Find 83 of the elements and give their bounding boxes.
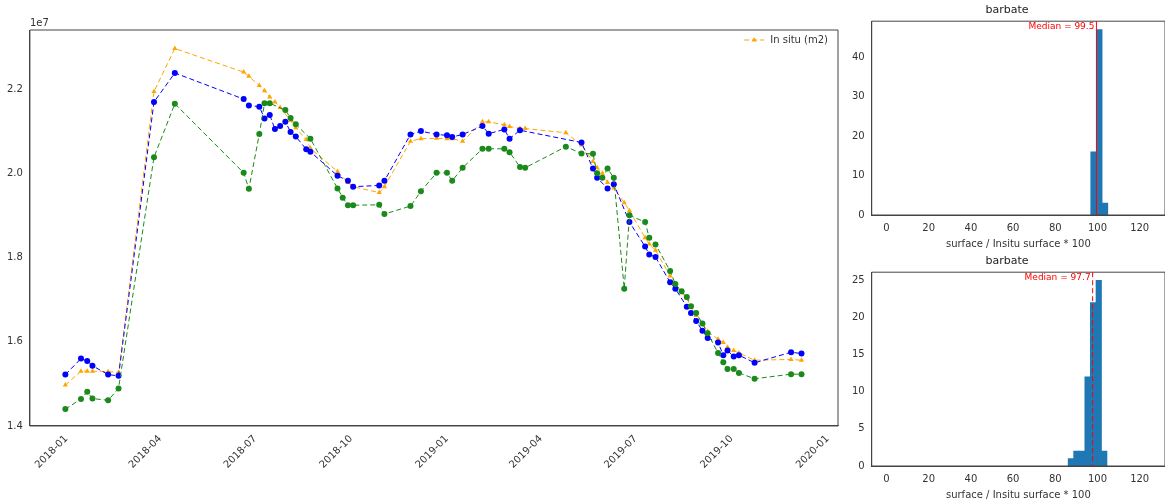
x-tick-label: 40 [964, 472, 978, 484]
point [282, 118, 289, 125]
point [287, 128, 294, 135]
point [485, 130, 492, 137]
x-tick-label: 100 [1087, 221, 1108, 233]
y-tick-label: 10 [851, 385, 865, 397]
point [245, 102, 252, 109]
x-tick-label: 120 [1130, 221, 1150, 233]
y-tick-label: 30 [851, 90, 865, 102]
point [724, 347, 731, 354]
ref-line-label: Median = 97.7 [1024, 272, 1091, 283]
point [266, 112, 273, 119]
x-tick-label: 100 [1087, 472, 1108, 484]
point [652, 254, 659, 261]
point [303, 146, 310, 153]
point [667, 279, 674, 286]
point [604, 185, 611, 192]
point [105, 371, 112, 378]
y-tick-label: 15 [851, 348, 865, 360]
y-tick-label: 40 [851, 50, 865, 62]
y-tick-label: 1.6 [7, 335, 23, 347]
point [646, 251, 653, 258]
point [150, 99, 157, 106]
point [277, 123, 284, 130]
text: 1e7 [29, 16, 49, 28]
x-tick-label: 0 [883, 472, 890, 484]
point [240, 96, 247, 103]
point [798, 350, 805, 357]
x-tick-label: 60 [1006, 221, 1020, 233]
point [292, 133, 299, 140]
x-axis-title: surface / Insitu surface * 100 [945, 237, 1091, 249]
x-tick-label: 60 [1006, 472, 1020, 484]
y-tick-label: 1.8 [7, 251, 23, 263]
point [417, 128, 424, 135]
point [715, 339, 722, 346]
point [479, 123, 486, 130]
point [433, 131, 440, 138]
ref-line-label: Median = 99.5 [1028, 21, 1095, 32]
x-tick-label: 20 [922, 472, 936, 484]
point [89, 362, 96, 369]
y-tick-label: 0 [858, 208, 865, 220]
point [642, 243, 649, 250]
point [381, 177, 388, 184]
point [171, 69, 178, 76]
y-tick-label: 10 [851, 169, 865, 181]
y-tick-label: 2.0 [7, 166, 23, 178]
point [751, 359, 758, 366]
x-tick-label: 20 [922, 221, 936, 233]
chart-title: barbate [985, 3, 1029, 17]
x-tick-label: 120 [1130, 472, 1150, 484]
point [407, 131, 414, 138]
y-tick-label: 20 [851, 129, 865, 141]
legend-label: In situ (m2) [770, 33, 829, 45]
point [62, 371, 69, 378]
y-tick-label: 1.4 [7, 419, 23, 431]
x-axis-title: surface / Insitu surface * 100 [945, 488, 1091, 500]
x-tick-label: 80 [1048, 472, 1062, 484]
point [78, 355, 84, 362]
point [376, 182, 383, 189]
point [730, 353, 737, 360]
point [687, 310, 694, 317]
y-tick-label: 20 [851, 311, 865, 323]
y-tick-label: 25 [851, 273, 865, 285]
point [271, 125, 278, 132]
point [788, 349, 795, 356]
y-tick-label: 2.2 [7, 82, 23, 94]
point [84, 358, 91, 365]
point [459, 131, 466, 138]
y-tick-label: 5 [858, 422, 865, 434]
point [735, 352, 742, 359]
point [256, 103, 263, 110]
x-tick-label: 80 [1048, 221, 1062, 233]
point [699, 327, 706, 334]
point [720, 352, 727, 359]
point [307, 148, 314, 155]
point [334, 172, 341, 179]
x-tick-label: 0 [883, 221, 890, 233]
point [501, 126, 508, 133]
chart-title: barbate [985, 254, 1029, 268]
point [693, 318, 700, 325]
point [589, 165, 596, 172]
point [506, 135, 513, 142]
x-tick-label: 40 [964, 221, 978, 233]
